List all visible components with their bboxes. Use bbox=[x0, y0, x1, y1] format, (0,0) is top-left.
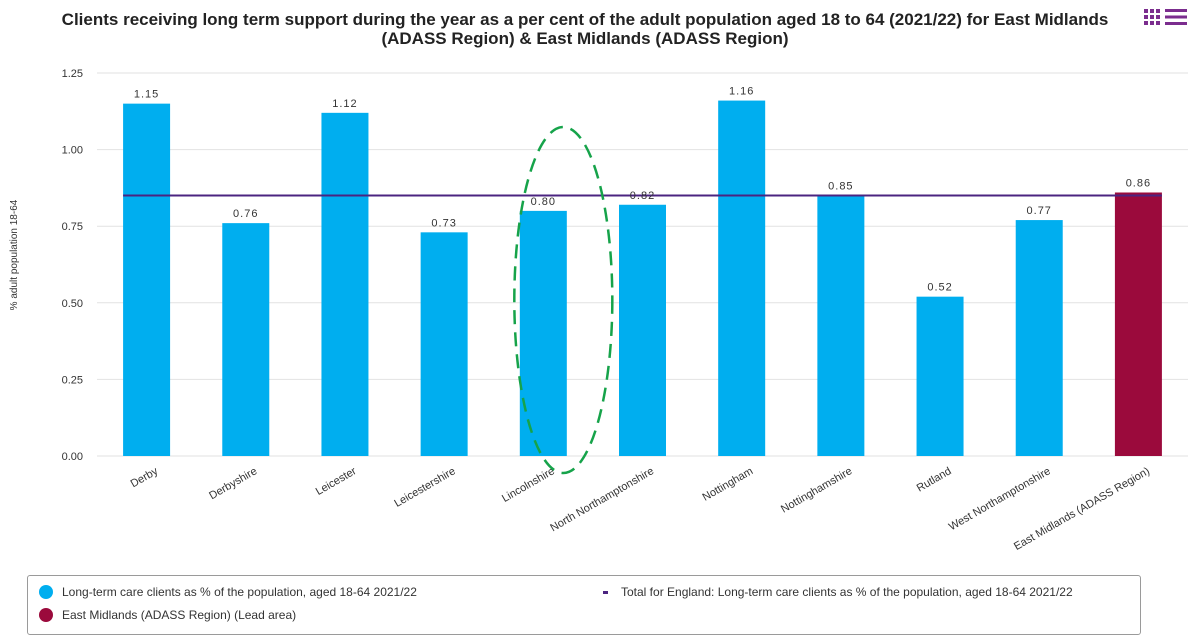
y-tick-label-2: 0.50 bbox=[62, 298, 83, 310]
data-label-1: 0.76 bbox=[233, 208, 258, 220]
category-label-4: Lincolnshire bbox=[500, 465, 557, 505]
data-label-2: 1.12 bbox=[332, 98, 357, 110]
legend-marker-reference bbox=[603, 590, 608, 594]
grid-menu-icon-lines bbox=[1165, 9, 1187, 25]
category-label-1: Derbyshire bbox=[207, 465, 259, 502]
bar-leicester[interactable] bbox=[321, 112, 369, 456]
annotation-layer bbox=[513, 125, 614, 475]
legend-label-series: Long-term care clients as % of the popul… bbox=[62, 585, 417, 599]
bar-rutland[interactable] bbox=[916, 296, 964, 456]
data-label-5: 0.82 bbox=[630, 190, 655, 202]
data-label-3: 0.73 bbox=[431, 217, 456, 229]
legend-item-lead-area[interactable]: East Midlands (ADASS Region) (Lead area) bbox=[39, 608, 296, 622]
data-label-0: 1.15 bbox=[134, 89, 159, 101]
x-axis-category-labels: Derby Derbyshire Leicester Leicestershire Li… bbox=[129, 465, 1152, 553]
data-label-10: 0.86 bbox=[1126, 177, 1151, 189]
bar-leicestershire[interactable] bbox=[420, 232, 468, 456]
bar-nottingham[interactable] bbox=[718, 100, 766, 457]
y-axis-title: % adult population 18-64 bbox=[9, 199, 20, 310]
category-label-0: Derby bbox=[129, 465, 161, 490]
highlight-ellipse bbox=[513, 125, 614, 475]
grid-menu-icon-squares bbox=[1144, 9, 1160, 25]
legend-marker-series bbox=[39, 585, 53, 599]
legend-marker-lead-area bbox=[39, 608, 53, 622]
category-label-9: West Northamptonshire bbox=[947, 465, 1053, 533]
chart-title: Clients receiving long term support duri… bbox=[61, 10, 1109, 48]
legend: Long-term care clients as % of the popul… bbox=[27, 575, 1141, 635]
data-label-7: 0.85 bbox=[828, 181, 853, 193]
legend-label-reference: Total for England: Long-term care client… bbox=[621, 585, 1073, 599]
legend-item-reference[interactable]: Total for England: Long-term care client… bbox=[603, 585, 1073, 599]
category-label-8: Rutland bbox=[915, 465, 954, 494]
category-label-3: Leicestershire bbox=[392, 465, 457, 510]
data-label-6: 1.16 bbox=[729, 86, 754, 98]
bar-east-midlands-adass-region[interactable] bbox=[1114, 192, 1162, 456]
bar-lincolnshire[interactable] bbox=[519, 210, 567, 456]
category-label-5: North Northamptonshire bbox=[548, 465, 656, 534]
data-labels: 1.15 0.76 1.12 0.73 0.80 0.82 1.16 0.85 0.52 0.77… bbox=[134, 86, 1151, 294]
data-label-8: 0.52 bbox=[927, 282, 952, 294]
y-tick-label-3: 0.75 bbox=[62, 221, 83, 233]
y-tick-label-4: 1.00 bbox=[62, 145, 83, 157]
grid-menu-icon[interactable] bbox=[1142, 6, 1194, 28]
category-label-2: Leicester bbox=[314, 465, 359, 498]
category-label-7: Nottinghamshire bbox=[779, 465, 854, 515]
bar-nottinghamshire[interactable] bbox=[817, 195, 865, 456]
y-tick-label-5: 1.25 bbox=[62, 68, 83, 80]
bar-chart: 0.00 0.25 0.50 0.75 1.00 1.25 % adult populat… bbox=[9, 68, 1188, 553]
data-label-9: 0.77 bbox=[1027, 205, 1052, 217]
y-axis-ticks: 0.00 0.25 0.50 0.75 1.00 1.25 bbox=[62, 68, 83, 463]
category-label-6: Nottingham bbox=[700, 465, 755, 504]
legend-item-series[interactable]: Long-term care clients as % of the popul… bbox=[39, 585, 417, 599]
bar-derby[interactable] bbox=[123, 103, 171, 456]
bar-derbyshire[interactable] bbox=[222, 223, 270, 456]
bar-west-northamptonshire[interactable] bbox=[1015, 220, 1063, 456]
y-tick-label-0: 0.00 bbox=[62, 451, 83, 463]
data-label-4: 0.80 bbox=[531, 196, 556, 208]
y-tick-label-1: 0.25 bbox=[62, 374, 83, 386]
bar-north-northamptonshire[interactable] bbox=[619, 204, 666, 456]
legend-label-lead-area: East Midlands (ADASS Region) (Lead area) bbox=[62, 608, 297, 622]
bars bbox=[123, 100, 1162, 457]
